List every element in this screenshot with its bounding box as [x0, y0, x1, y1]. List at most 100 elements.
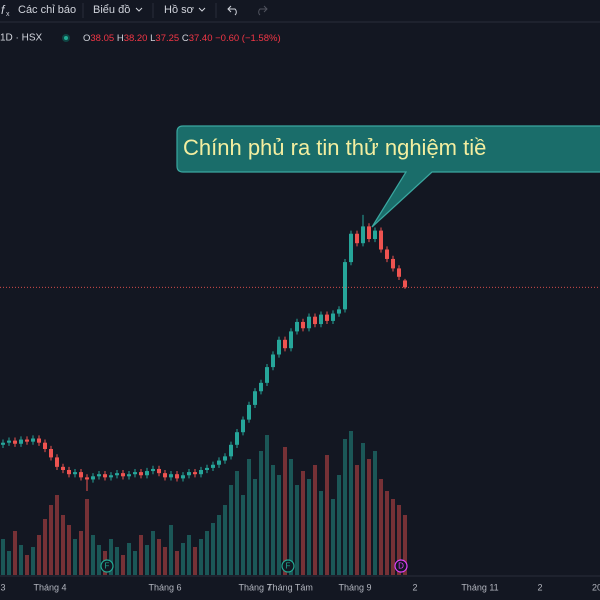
candle-body [277, 339, 281, 355]
callout-box [176, 125, 600, 228]
volume-bar [25, 555, 29, 575]
value: 38.05 [90, 33, 114, 44]
key: C [182, 33, 189, 44]
candle-body [283, 339, 287, 349]
event-marker [100, 559, 114, 573]
candle-body [367, 226, 371, 239]
value: 37.40 [189, 33, 213, 44]
candle-body [91, 476, 95, 480]
volume-bar [1, 539, 5, 575]
x-tick-label: Tháng 7 [238, 582, 271, 592]
key: H [117, 33, 124, 44]
candle-body [391, 258, 395, 269]
candle-body [199, 470, 203, 475]
redo-button[interactable] [258, 5, 268, 16]
candle-body [361, 226, 365, 244]
volume-bar [331, 499, 335, 575]
candle-body [7, 440, 11, 443]
annotation: Chính phủ ra tin thử nghiệm tiề [176, 125, 600, 228]
event-label: F [105, 562, 110, 571]
x-tick-label: Tháng 9 [338, 582, 371, 592]
volume-bar [133, 551, 137, 575]
volume-bar [277, 475, 281, 575]
volume-bar [43, 519, 47, 575]
volume-bar [235, 471, 239, 575]
candle-body [115, 473, 119, 476]
candle-body [55, 457, 59, 467]
candle-body [247, 404, 251, 420]
fx-icon-x: x [6, 11, 10, 18]
volume-bar [325, 455, 329, 575]
volume-bar [211, 523, 215, 575]
volume-bar [295, 485, 299, 575]
volume-bar [13, 531, 17, 575]
volume-bar [163, 547, 167, 575]
key: L [150, 33, 155, 44]
candle-body [79, 472, 83, 478]
volume-bar [391, 499, 395, 575]
volume-bar [223, 505, 227, 575]
status-dot [64, 36, 68, 40]
volume-bar [73, 539, 77, 575]
volume-bar [121, 555, 125, 575]
chart-type-button[interactable]: Biểu đồ [93, 4, 130, 16]
candle-body [73, 472, 77, 475]
candle-body [181, 475, 185, 479]
candle-body [103, 474, 107, 478]
candle-body [217, 460, 221, 465]
volume-bar [349, 431, 353, 575]
candle-body [235, 432, 239, 445]
candle-body [19, 439, 23, 444]
candle-body [61, 466, 65, 470]
x-tick-label: 20 [592, 582, 600, 592]
candle-body [127, 474, 131, 477]
x-tick-label: 3 [0, 582, 5, 592]
candle-body [295, 321, 299, 332]
x-tick-label: 2 [412, 582, 417, 592]
volume-bar [397, 505, 401, 575]
volume-bar [61, 515, 65, 575]
volume-bar [127, 543, 131, 575]
candle-body [211, 464, 215, 468]
candle-body [175, 474, 179, 479]
volume-bar [289, 459, 293, 575]
indicators-button[interactable]: Các chỉ báo [18, 4, 76, 16]
volume-bar [145, 545, 149, 575]
volume-layer [1, 431, 407, 575]
candle-body [49, 449, 53, 458]
fx-icon[interactable]: f [1, 3, 6, 17]
candle-body [85, 477, 89, 480]
volume-bar [361, 443, 365, 575]
annotation-text: Chính phủ ra tin thử nghiệm tiề [183, 135, 486, 160]
volume-bar [115, 547, 119, 575]
candle-body [43, 442, 47, 449]
event-marker [394, 559, 408, 573]
volume-bar [319, 491, 323, 575]
volume-bar [367, 459, 371, 575]
event-marker [281, 559, 295, 573]
candle-body [325, 314, 329, 321]
candle-body [397, 268, 401, 277]
change: −0.60 (−1.58%) [215, 33, 281, 44]
volume-bar [253, 479, 257, 575]
candle-body [67, 470, 71, 475]
volume-bar [175, 551, 179, 575]
candle-body [271, 354, 275, 368]
volume-bar [37, 535, 41, 575]
volume-bar [241, 495, 245, 575]
x-tick-label: Tháng 6 [148, 582, 181, 592]
volume-bar [385, 491, 389, 575]
candle-body [379, 230, 383, 250]
candle-body [205, 467, 209, 470]
undo-button[interactable] [227, 5, 237, 16]
candle-body [13, 440, 17, 444]
volume-bar [355, 465, 359, 575]
x-tick-label: 2 [537, 582, 542, 592]
candle-body [259, 382, 263, 392]
event-label: D [398, 562, 404, 571]
profile-button[interactable]: Hồ sơ [164, 4, 194, 16]
volume-bar [139, 535, 143, 575]
candle-body [31, 438, 35, 442]
value: 38.20 [124, 33, 148, 44]
